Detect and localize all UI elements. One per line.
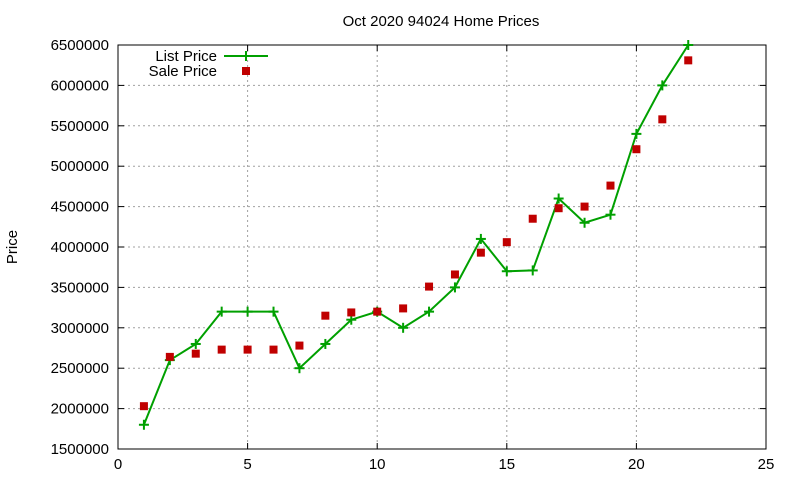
list-price-point — [424, 306, 435, 317]
sale-price-point — [139, 402, 148, 411]
list-price-point — [449, 282, 460, 293]
sale-price-point — [606, 181, 615, 190]
x-tick-label: 10 — [369, 456, 386, 473]
list-price-point — [242, 306, 253, 317]
grid — [118, 45, 766, 449]
legend: List Price Sale Price — [149, 48, 268, 80]
y-tick-label: 6000000 — [51, 77, 109, 94]
series — [138, 40, 694, 430]
list-price-point — [605, 209, 616, 220]
y-tick-label: 6500000 — [51, 37, 109, 54]
plot-frame — [117, 44, 767, 450]
sale-price-point — [580, 202, 589, 211]
legend-label-sale-price: Sale Price — [149, 63, 217, 80]
legend-marker-list-price — [241, 51, 251, 61]
legend-label-list-price: List Price — [155, 48, 217, 65]
y-tick-label: 4500000 — [51, 199, 109, 216]
y-tick-label: 3000000 — [51, 320, 109, 337]
sale-price-point — [269, 345, 278, 354]
y-tick-label: 5000000 — [51, 158, 109, 175]
sale-price-point — [243, 345, 252, 354]
sale-price-point — [554, 204, 563, 213]
list-price-point — [475, 233, 486, 244]
sale-price-point — [658, 115, 667, 124]
sale-price-point — [632, 145, 641, 154]
sale-price-point — [165, 352, 174, 361]
sale-price-point — [321, 311, 330, 320]
list-price-point — [631, 128, 642, 139]
list-price-point — [398, 322, 409, 333]
list-price-point — [683, 40, 694, 50]
y-tick-label: 4000000 — [51, 239, 109, 256]
sale-price-point — [373, 307, 382, 316]
sale-price-point — [191, 349, 200, 358]
sale-price-point — [347, 308, 356, 317]
list-price-point — [268, 306, 279, 317]
sale-price-point — [528, 214, 537, 223]
legend-marker-sale-price — [242, 67, 250, 75]
list-price-point — [527, 265, 538, 276]
list-price-point — [216, 306, 227, 317]
sale-price-point — [217, 345, 226, 354]
y-tick-label: 2000000 — [51, 401, 109, 418]
sale-price-point — [502, 238, 511, 247]
list-price-point — [501, 266, 512, 277]
x-tick-label: 0 — [114, 456, 122, 473]
list-price-point — [190, 338, 201, 349]
y-tick-label: 5500000 — [51, 118, 109, 135]
sale-price-point — [450, 270, 459, 279]
sale-price-point — [425, 282, 434, 291]
y-tick-label: 2500000 — [51, 360, 109, 377]
x-tick-label: 20 — [628, 456, 645, 473]
y-axis-label: Price — [4, 230, 21, 264]
list-price-point — [320, 338, 331, 349]
x-tick-label: 5 — [243, 456, 251, 473]
y-tick-label: 3500000 — [51, 279, 109, 296]
sale-price-point — [684, 56, 693, 65]
sale-price-point — [476, 248, 485, 257]
sale-price-point — [399, 304, 408, 313]
x-tick-label: 15 — [498, 456, 515, 473]
x-tick-labels: 0 5 10 15 20 25 — [114, 456, 775, 473]
list-price-point — [294, 363, 305, 374]
sale-price-point — [295, 341, 304, 350]
list-price-point — [579, 217, 590, 228]
list-price-point — [657, 80, 668, 91]
list-price-point — [138, 419, 149, 430]
chart-title: Oct 2020 94024 Home Prices — [343, 13, 540, 30]
list-price-line — [142, 44, 690, 426]
y-tick-label: 1500000 — [51, 441, 109, 458]
x-tick-label: 25 — [758, 456, 775, 473]
y-tick-labels: 1500000 2000000 2500000 3000000 3500000 40000… — [51, 37, 109, 458]
list-price-point — [553, 193, 564, 204]
